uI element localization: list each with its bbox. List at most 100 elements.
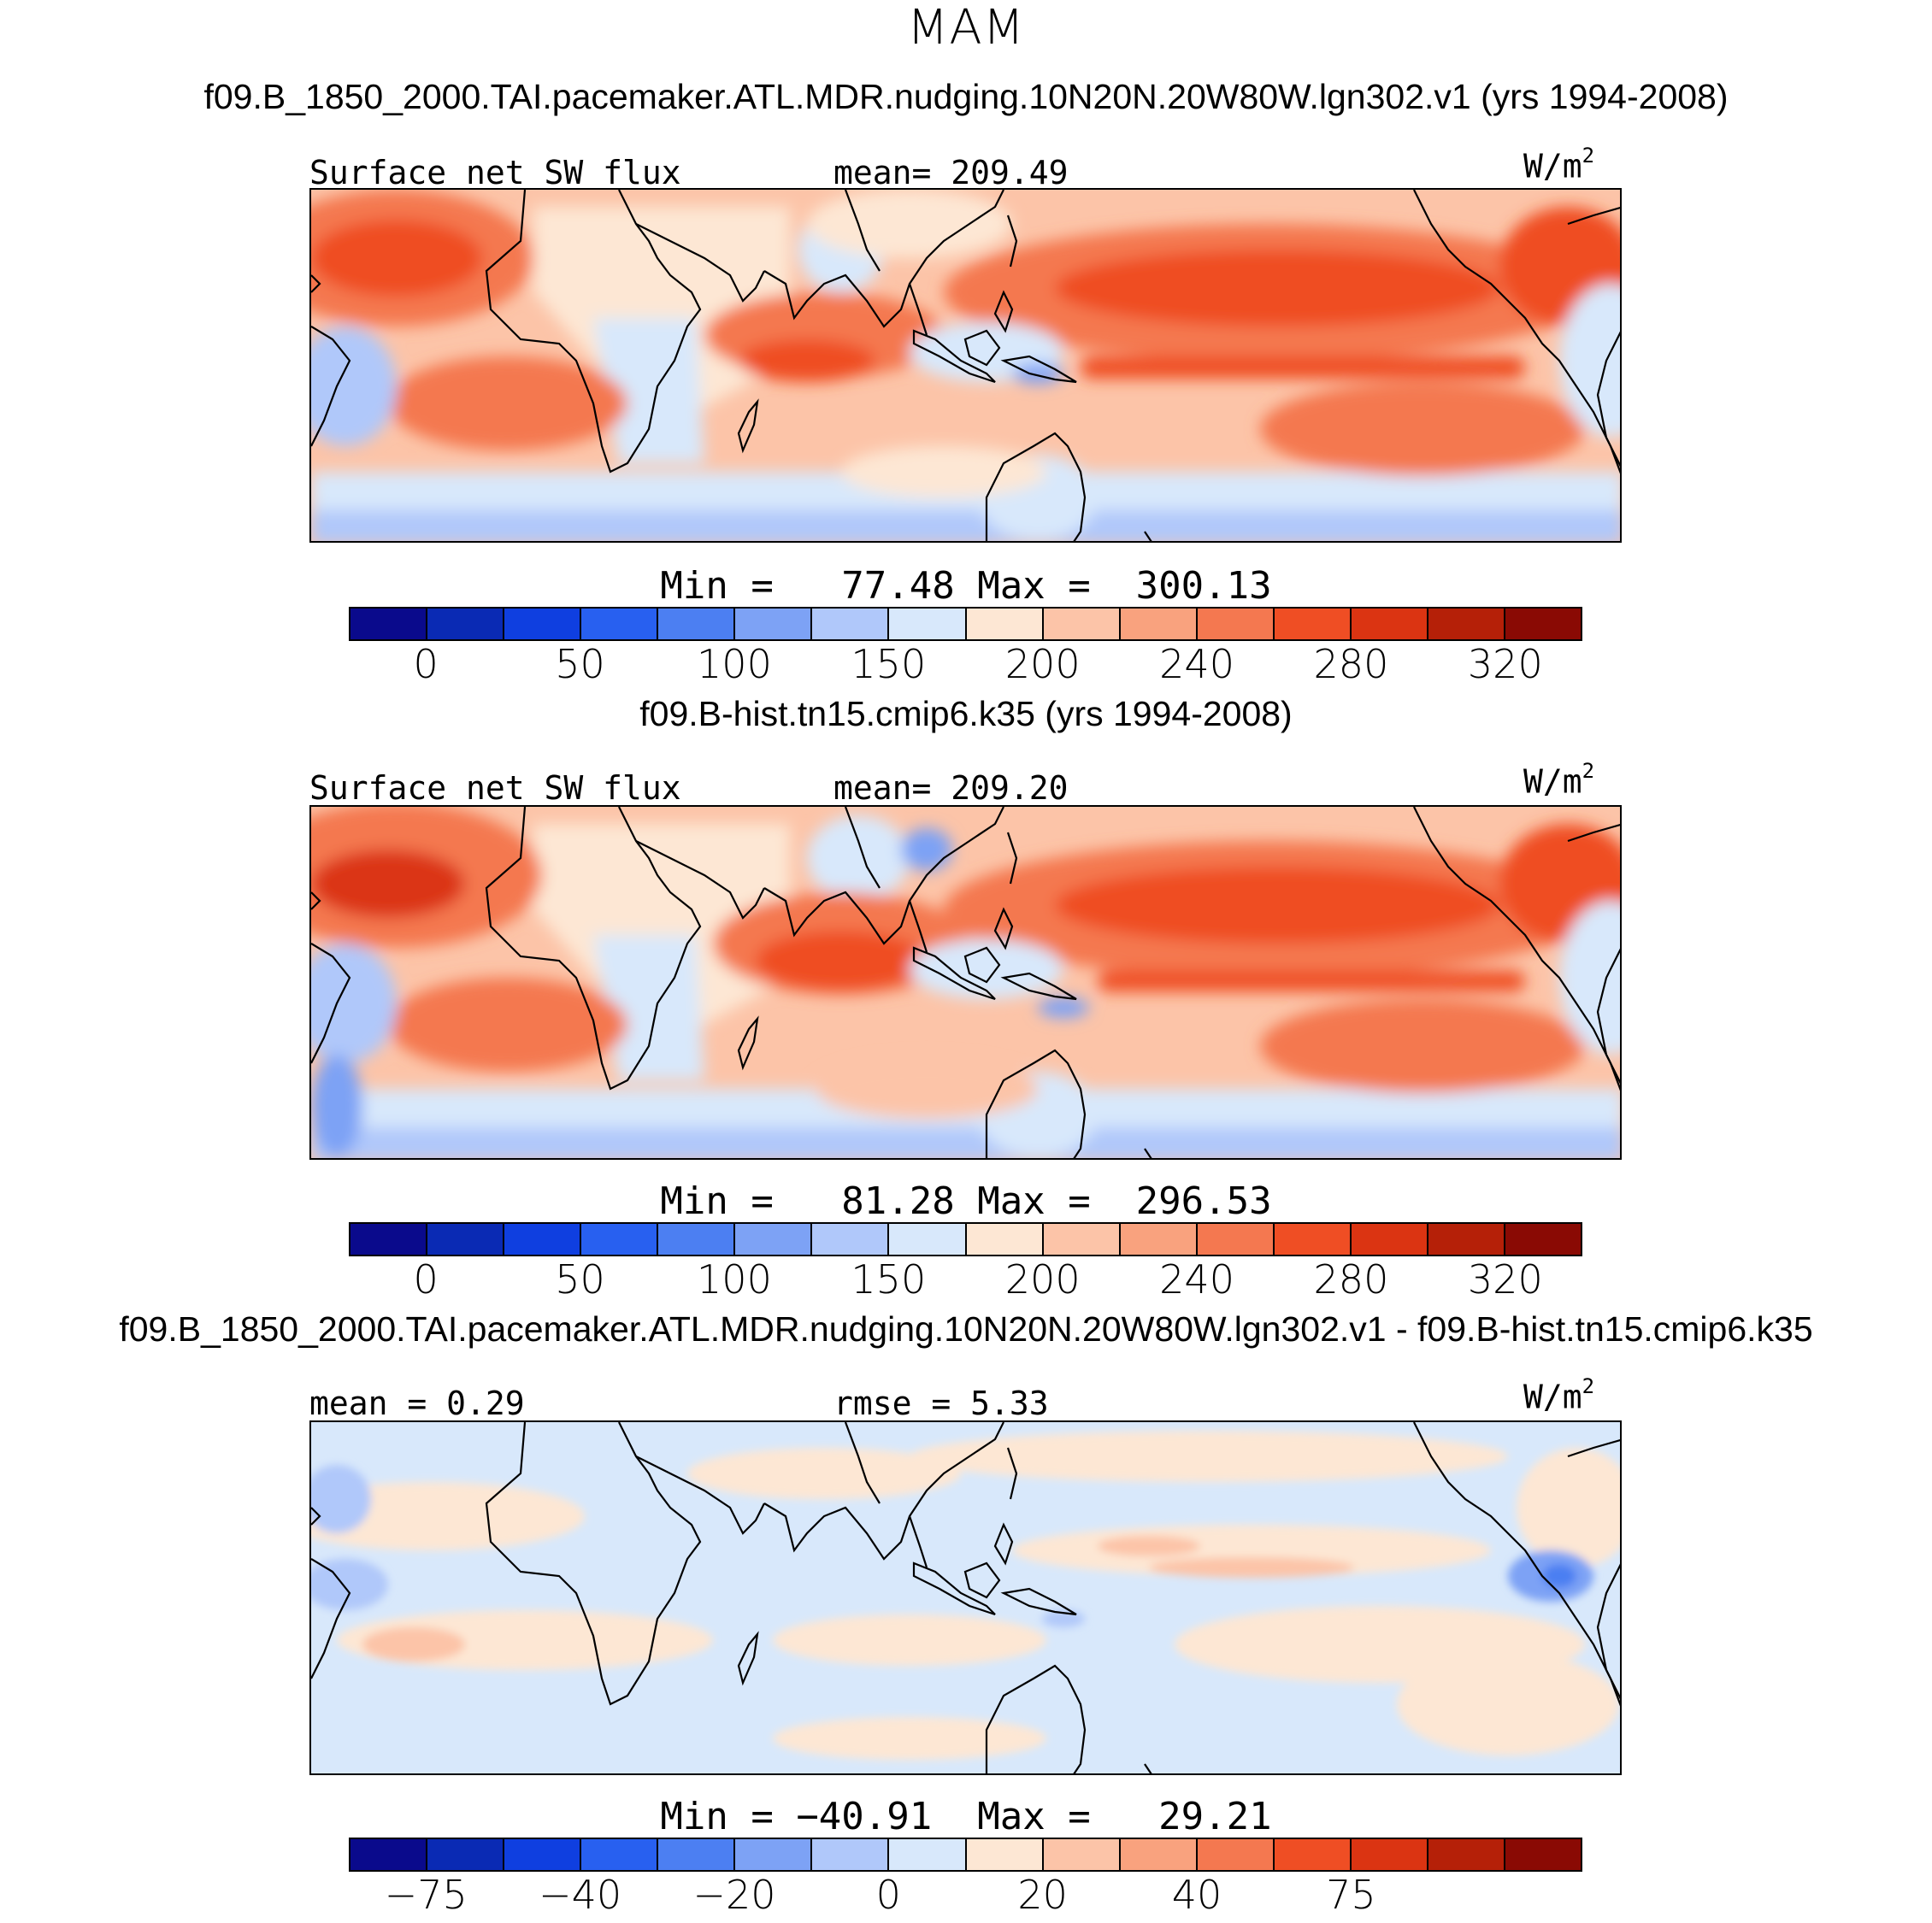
panel-2-units: W/m2 bbox=[1523, 759, 1595, 801]
panel-1-units-sup: 2 bbox=[1582, 144, 1595, 168]
colorbar-swatch bbox=[504, 1839, 582, 1870]
panel-1-units-text: W/m bbox=[1523, 147, 1582, 185]
colorbar-swatch bbox=[1274, 609, 1352, 639]
panel-3-map bbox=[309, 1420, 1622, 1775]
colorbar-swatch bbox=[1505, 609, 1581, 639]
panel-1-mean-label: mean= 209.49 bbox=[833, 154, 1069, 191]
panel-2-map bbox=[309, 805, 1622, 1160]
colorbar-tick-label: 200 bbox=[1004, 641, 1081, 687]
colorbar-tick-label: 320 bbox=[1467, 1256, 1543, 1303]
panel-3-colorbar-ticks: −75 −40 −20 0 20 40 75 bbox=[0, 1872, 1932, 1923]
colorbar-swatch bbox=[658, 1224, 736, 1255]
panel-2-mean-label: mean= 209.20 bbox=[833, 769, 1069, 807]
colorbar-swatch bbox=[350, 609, 428, 639]
colorbar-swatch bbox=[1274, 1839, 1352, 1870]
panel-2-field-svg bbox=[311, 807, 1620, 1158]
panel-2-colorbar bbox=[349, 1222, 1582, 1256]
panel-1-variable-label: Surface net SW flux bbox=[309, 154, 681, 191]
panel-2-units-text: W/m bbox=[1523, 762, 1582, 801]
colorbar-swatch bbox=[966, 1224, 1044, 1255]
panel-1-case-title: f09.B_1850_2000.TAI.pacemaker.ATL.MDR.nu… bbox=[203, 77, 1729, 116]
colorbar-swatch bbox=[427, 1839, 505, 1870]
colorbar-swatch bbox=[1351, 1839, 1428, 1870]
colorbar-swatch bbox=[1274, 1224, 1352, 1255]
colorbar-swatch bbox=[427, 609, 505, 639]
colorbar-tick-label: 50 bbox=[555, 1256, 605, 1303]
colorbar-swatch bbox=[735, 609, 813, 639]
panel-3-mean-label: mean = 0.29 bbox=[309, 1385, 525, 1422]
colorbar-swatch bbox=[1120, 609, 1198, 639]
colorbar-swatch bbox=[1428, 1224, 1505, 1255]
colorbar-tick-label: 240 bbox=[1159, 1256, 1234, 1303]
colorbar-swatch bbox=[427, 1224, 505, 1255]
colorbar-swatch bbox=[1043, 609, 1121, 639]
colorbar-tick-label: −40 bbox=[539, 1872, 622, 1918]
colorbar-tick-label: 150 bbox=[851, 641, 927, 687]
panel-2-variable-label: Surface net SW flux bbox=[309, 769, 681, 807]
colorbar-swatch bbox=[1351, 609, 1428, 639]
colorbar-swatch bbox=[889, 1839, 967, 1870]
panel-3-units-sup: 2 bbox=[1582, 1374, 1595, 1398]
colorbar-swatch bbox=[1197, 609, 1275, 639]
colorbar-swatch bbox=[889, 609, 967, 639]
colorbar-tick-label: 75 bbox=[1326, 1872, 1376, 1918]
panel-1-minmax: Min = 77.48 Max = 300.13 bbox=[660, 564, 1272, 608]
colorbar-swatch bbox=[735, 1224, 813, 1255]
panel-2-case-title: f09.B-hist.tn15.cmip6.k35 (yrs 1994-2008… bbox=[639, 694, 1293, 733]
panel-1-colorbar-ticks: 0 50 100 150 200 240 280 320 bbox=[0, 641, 1932, 692]
panel-1-units: W/m2 bbox=[1523, 144, 1595, 185]
colorbar-swatch bbox=[1428, 1839, 1505, 1870]
colorbar-tick-label: 0 bbox=[413, 1256, 439, 1303]
panel-3-units: W/m2 bbox=[1523, 1374, 1594, 1416]
colorbar-swatch bbox=[966, 1839, 1044, 1870]
colorbar-swatch bbox=[504, 1224, 582, 1255]
colorbar-swatch bbox=[1120, 1839, 1198, 1870]
colorbar-swatch bbox=[1505, 1224, 1581, 1255]
panel-1-field-svg bbox=[311, 190, 1620, 541]
panel-2-colorbar-ticks: 0 50 100 150 200 240 280 320 bbox=[0, 1256, 1932, 1308]
panel-2-units-sup: 2 bbox=[1582, 759, 1595, 783]
colorbar-swatch bbox=[812, 609, 890, 639]
colorbar-swatch bbox=[1197, 1839, 1275, 1870]
colorbar-swatch bbox=[1351, 1224, 1428, 1255]
colorbar-swatch bbox=[350, 1224, 428, 1255]
figure-season-title: MAM bbox=[907, 0, 1025, 56]
panel-3-rmse-label: rmse = 5.33 bbox=[833, 1385, 1049, 1422]
colorbar-swatch bbox=[1197, 1224, 1275, 1255]
colorbar-tick-label: 100 bbox=[697, 641, 772, 687]
colorbar-tick-label: 100 bbox=[697, 1256, 772, 1303]
panel-3-units-text: W/m bbox=[1523, 1378, 1582, 1416]
colorbar-swatch bbox=[1043, 1224, 1121, 1255]
colorbar-swatch bbox=[581, 1224, 659, 1255]
colorbar-swatch bbox=[812, 1839, 890, 1870]
colorbar-tick-label: 50 bbox=[555, 641, 605, 687]
colorbar-swatch bbox=[658, 609, 736, 639]
colorbar-swatch bbox=[1505, 1839, 1581, 1870]
panel-3-field-svg bbox=[311, 1422, 1620, 1773]
colorbar-swatch bbox=[658, 1839, 736, 1870]
colorbar-swatch bbox=[1120, 1224, 1198, 1255]
colorbar-tick-label: 240 bbox=[1159, 641, 1234, 687]
panel-1-colorbar bbox=[349, 607, 1582, 641]
colorbar-swatch bbox=[735, 1839, 813, 1870]
colorbar-swatch bbox=[1043, 1839, 1121, 1870]
colorbar-swatch bbox=[504, 609, 582, 639]
colorbar-tick-label: 280 bbox=[1313, 641, 1389, 687]
colorbar-tick-label: 200 bbox=[1004, 1256, 1081, 1303]
colorbar-swatch bbox=[581, 1839, 659, 1870]
colorbar-swatch bbox=[889, 1224, 967, 1255]
panel-3-minmax: Min = −40.91 Max = 29.21 bbox=[660, 1795, 1272, 1838]
colorbar-swatch bbox=[581, 609, 659, 639]
colorbar-tick-label: 0 bbox=[875, 1872, 901, 1918]
colorbar-tick-label: 40 bbox=[1171, 1872, 1222, 1918]
panel-1-map bbox=[309, 188, 1622, 543]
colorbar-tick-label: 0 bbox=[413, 641, 439, 687]
colorbar-swatch bbox=[812, 1224, 890, 1255]
panel-3-case-title: f09.B_1850_2000.TAI.pacemaker.ATL.MDR.nu… bbox=[119, 1309, 1813, 1349]
panel-3-colorbar bbox=[349, 1838, 1582, 1872]
colorbar-tick-label: −20 bbox=[692, 1872, 776, 1918]
colorbar-tick-label: 320 bbox=[1467, 641, 1543, 687]
colorbar-swatch bbox=[350, 1839, 428, 1870]
panel-2-minmax: Min = 81.28 Max = 296.53 bbox=[660, 1179, 1272, 1223]
colorbar-tick-label: 150 bbox=[851, 1256, 927, 1303]
